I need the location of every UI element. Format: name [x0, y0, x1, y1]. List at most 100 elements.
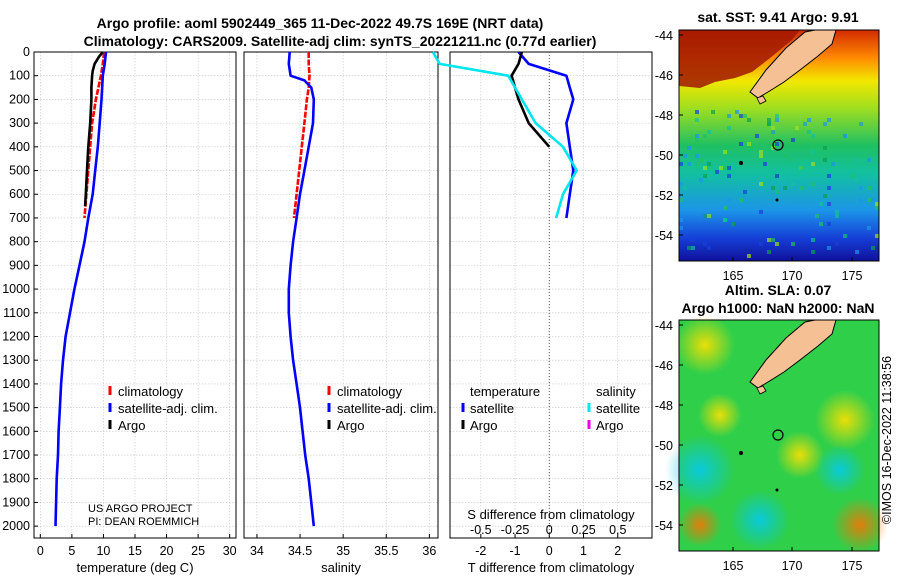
x-axis-label: T difference from climatology: [468, 560, 635, 575]
sst-pixel: [707, 214, 711, 218]
x-tick-label: 0: [546, 544, 553, 558]
sst-pixel: [727, 114, 731, 118]
sst-pixel: [775, 142, 779, 146]
sst-pixel: [799, 166, 803, 170]
legend-label: Argo: [118, 418, 145, 433]
sst-pixel: [827, 186, 831, 190]
sst-pixel: [767, 174, 771, 178]
sst-pixel: [807, 118, 811, 122]
sst-pixel: [783, 186, 787, 190]
sst-pixel: [775, 170, 779, 174]
sst-land-auckland-islands: [739, 161, 743, 165]
series-line-s-satellite: [431, 51, 579, 219]
sla-land-campbell-island: [775, 488, 779, 492]
legend-label: Argo: [596, 418, 623, 433]
sst-pixel: [759, 182, 763, 186]
sla-patch: [815, 390, 875, 450]
sla-map-axes: -44 -46 -48 -50 -52 -54 165 170 175: [655, 319, 863, 573]
sst-pixel: [715, 170, 719, 174]
sst-pixel: [791, 182, 795, 186]
sst-pixel: [775, 114, 779, 118]
sla-map: [665, 315, 888, 553]
sst-land-stewart-island: [756, 95, 767, 105]
legend-label: Argo: [337, 418, 364, 433]
sst-pixel: [687, 146, 691, 150]
x-tick-label: 34.5: [288, 544, 312, 558]
sst-pixel: [747, 118, 751, 122]
y-tick-label: 1800: [2, 472, 30, 486]
salinity-plot: 34 34.5 35 35.5 36 salinity climatology satelli…: [243, 51, 439, 575]
plot-frame: [243, 51, 439, 539]
sst-pixel: [855, 146, 859, 150]
sst-pixel: [703, 134, 707, 138]
x-axis-label: temperature (deg C): [76, 560, 193, 575]
sst-pixel: [767, 250, 771, 254]
sst-pixel: [735, 110, 739, 114]
map-lat-label: -50: [655, 439, 673, 453]
sst-pixel: [695, 162, 699, 166]
map-lat-label: -44: [655, 319, 673, 333]
sst-pixel: [739, 142, 743, 146]
series-line-t-satellite: [517, 51, 575, 219]
sst-pixel: [703, 166, 707, 170]
sla-patch: [675, 315, 735, 375]
legend-label: Argo: [470, 418, 497, 433]
y-tick-label: 300: [9, 116, 30, 130]
sst-pixel: [743, 114, 747, 118]
sst-pixel: [747, 142, 751, 146]
sst-pixel: [823, 194, 827, 198]
sst-pixel: [703, 174, 707, 178]
sst-pixel: [827, 118, 831, 122]
legend-label: satellite-adj. clim.: [118, 401, 218, 416]
map-lon-label: 170: [782, 559, 803, 573]
sst-pixel: [759, 154, 763, 158]
sst-pixel: [775, 118, 779, 122]
sst-pixel: [679, 198, 683, 202]
sst-map-axes: -44 -46 -48 -50 -52 -54 165 170 175: [655, 29, 863, 283]
sst-pixel: [759, 210, 763, 214]
x-tick-label: 1: [580, 544, 587, 558]
x-tick-label: 0: [37, 544, 44, 558]
sst-pixel: [811, 250, 815, 254]
sst-pixel: [823, 122, 827, 126]
sst-map-title: sat. SST: 9.41 Argo: 9.91: [697, 9, 859, 25]
sst-pixel: [831, 162, 835, 166]
sst-pixel: [707, 162, 711, 166]
sst-pixel: [767, 238, 771, 242]
sst-pixel: [811, 134, 815, 138]
s-difference-axis-label: S difference from climatology: [467, 507, 635, 522]
y-tick-label: 600: [9, 187, 30, 201]
sst-pixel: [771, 130, 775, 134]
sst-pixel: [771, 238, 775, 242]
sst-pixel: [819, 222, 823, 226]
sla-land-auckland-islands: [739, 451, 743, 455]
sst-pixel: [679, 162, 683, 166]
sst-map: [678, 29, 880, 262]
sst-pixel: [823, 146, 827, 150]
map-lon-label: 175: [842, 559, 863, 573]
sst-pixel: [771, 146, 775, 150]
sst-pixel: [687, 246, 691, 250]
x-tick-label: -1: [509, 544, 520, 558]
sst-pixel: [787, 158, 791, 162]
sst-pixel: [835, 214, 839, 218]
map-lon-label: 170: [782, 269, 803, 283]
legend-label: satellite-adj. clim.: [337, 401, 437, 416]
map-lat-label: -48: [655, 109, 673, 123]
sst-pixel: [843, 234, 847, 238]
sst-pixel: [811, 238, 815, 242]
series-line-satellite-adj-clim-: [54, 51, 108, 527]
map-lat-label: -54: [655, 229, 673, 243]
sst-pixel-noise: [679, 110, 879, 258]
sst-pixel: [703, 214, 707, 218]
sst-pixel: [723, 150, 727, 154]
difference-plot: -2 -1 0 1 2 T difference from climatology S di…: [431, 51, 653, 575]
sst-pixel: [855, 178, 859, 182]
sst-pixel: [791, 138, 795, 142]
x-tick-label: 36: [422, 544, 436, 558]
y-tick-label: 1100: [3, 306, 30, 320]
map-lon-label: 175: [842, 269, 863, 283]
series-line-satellite-adj-clim-: [287, 51, 316, 527]
sst-pixel: [739, 114, 743, 118]
